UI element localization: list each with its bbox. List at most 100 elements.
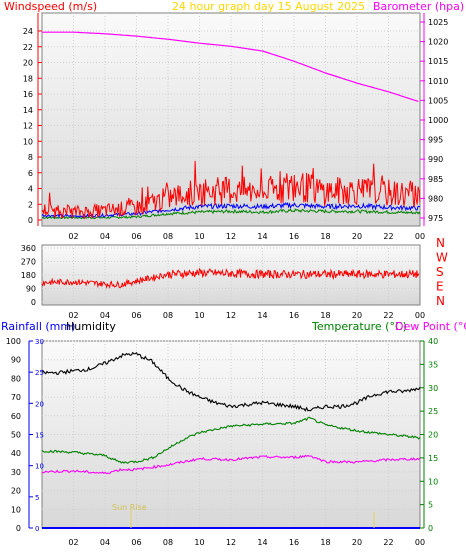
direction-tick-label: 90 bbox=[26, 285, 36, 294]
x-tick-label: 18 bbox=[320, 311, 330, 320]
windspeed-tick-label: 24 bbox=[23, 27, 33, 36]
direction-tick-label: 360 bbox=[21, 244, 36, 253]
x-tick-label: 08 bbox=[163, 538, 173, 547]
x-tick-label: 10 bbox=[194, 232, 204, 241]
x-tick-label: 20 bbox=[352, 311, 362, 320]
x-tick-label: 00 bbox=[415, 538, 425, 547]
x-tick-label: 06 bbox=[131, 311, 141, 320]
barometer-axis-label: Barometer (hpa) bbox=[373, 0, 464, 13]
direction-tick-label: 270 bbox=[21, 258, 36, 267]
x-tick-label: 12 bbox=[226, 538, 236, 547]
wind-series-line bbox=[41, 208, 421, 220]
compass-label: N bbox=[436, 236, 445, 250]
wind-series bbox=[41, 31, 421, 220]
direction-tick-label: 180 bbox=[21, 271, 36, 280]
humidity-tick-label: 60 bbox=[11, 412, 21, 421]
barometer-tick-label: 1005 bbox=[428, 96, 448, 105]
barometer-tick-label: 1010 bbox=[428, 77, 448, 86]
chart-title: 24 hour graph day 15 August 2025 bbox=[172, 0, 365, 13]
x-tick-label: 04 bbox=[100, 232, 110, 241]
x-tick-label: 02 bbox=[68, 232, 78, 241]
x-tick-label: 20 bbox=[352, 232, 362, 241]
x-tick-label: 20 bbox=[352, 538, 362, 547]
wind-series-line bbox=[41, 201, 421, 219]
barometer-right-ticks: 975 980 985 990 995 1000 1005 1010 1015 1020 1025 bbox=[420, 13, 448, 226]
rainfall-tick-label: 10 bbox=[35, 463, 44, 471]
barometer-tick-label: 980 bbox=[428, 194, 443, 203]
barometer-tick-label: 1020 bbox=[428, 38, 448, 47]
temperature-tick-label: 30 bbox=[428, 384, 438, 393]
temperature-series bbox=[41, 351, 421, 529]
wind-series-line bbox=[41, 160, 421, 220]
windspeed-tick-label: 16 bbox=[23, 90, 33, 99]
rainfall-tick-label: 25 bbox=[35, 369, 44, 377]
temperature-tick-label: 15 bbox=[428, 454, 438, 463]
barometer-tick-label: 995 bbox=[428, 136, 443, 145]
x-tick-label: 16 bbox=[289, 538, 299, 547]
windspeed-tick-label: 22 bbox=[23, 43, 33, 52]
humidity-tick-label: 10 bbox=[11, 505, 21, 514]
x-tick-label: 14 bbox=[257, 232, 267, 241]
dewpoint-line bbox=[41, 454, 421, 475]
x-tick-label: 10 bbox=[194, 538, 204, 547]
x-tick-label: 16 bbox=[289, 232, 299, 241]
x-tick-label: 18 bbox=[320, 538, 330, 547]
windspeed-tick-label: 10 bbox=[23, 137, 33, 146]
barometer-tick-label: 990 bbox=[428, 155, 443, 164]
x-tick-label: 10 bbox=[194, 311, 204, 320]
temperature-ticks: 0 5 10 15 20 25 30 35 40 bbox=[420, 337, 438, 533]
humidity-tick-label: 40 bbox=[11, 449, 21, 458]
windspeed-tick-label: 20 bbox=[23, 59, 33, 68]
x-tick-label: 16 bbox=[289, 311, 299, 320]
temperature-tick-label: 40 bbox=[428, 337, 438, 346]
compass-label: S bbox=[436, 265, 444, 279]
x-tick-label: 06 bbox=[131, 232, 141, 241]
direction-tick-label: 0 bbox=[31, 298, 36, 307]
dewpoint-label: Dew Point (°C) bbox=[395, 320, 466, 333]
x-tick-label: 22 bbox=[383, 232, 393, 241]
barometer-line bbox=[42, 31, 419, 103]
x-tick-label: 02 bbox=[68, 311, 78, 320]
x-tick-label: 12 bbox=[226, 232, 236, 241]
windspeed-axis-label: Windspeed (m/s) bbox=[4, 0, 97, 13]
x-tick-label: 12 bbox=[226, 311, 236, 320]
rainfall-tick-label: 5 bbox=[35, 494, 39, 502]
barometer-tick-label: 1025 bbox=[428, 18, 448, 27]
humidity-tick-label: 100 bbox=[6, 337, 21, 346]
windspeed-tick-label: 14 bbox=[23, 106, 33, 115]
x-tick-label: 14 bbox=[257, 311, 267, 320]
x-tick-label: 08 bbox=[163, 311, 173, 320]
temperature-tick-label: 20 bbox=[428, 431, 438, 440]
humidity-ticks: 0 10 20 30 40 50 60 70 80 90 100 bbox=[6, 337, 21, 533]
direction-x-ticks: 02 04 06 08 10 12 14 16 18 20 22 00 bbox=[68, 311, 425, 320]
x-tick-label: 00 bbox=[415, 311, 425, 320]
humidity-tick-label: 80 bbox=[11, 374, 21, 383]
windspeed-tick-label: 8 bbox=[28, 153, 33, 162]
x-tick-label: 22 bbox=[383, 538, 393, 547]
rainfall-tick-label: 15 bbox=[35, 432, 44, 440]
x-tick-label: 14 bbox=[257, 538, 267, 547]
temperature-tick-label: 5 bbox=[428, 501, 433, 510]
humidity-tick-label: 50 bbox=[11, 431, 21, 440]
humidity-tick-label: 70 bbox=[11, 393, 21, 402]
humidity-tick-label: 30 bbox=[11, 468, 21, 477]
windspeed-tick-label: 4 bbox=[28, 185, 33, 194]
windspeed-tick-label: 0 bbox=[28, 216, 33, 225]
direction-grid bbox=[42, 245, 420, 305]
rainfall-tick-label: 20 bbox=[35, 400, 44, 408]
barometer-tick-label: 985 bbox=[428, 175, 443, 184]
temperature-tick-label: 25 bbox=[428, 407, 438, 416]
x-tick-label: 06 bbox=[131, 538, 141, 547]
x-tick-label: 04 bbox=[100, 538, 110, 547]
x-tick-label: 08 bbox=[163, 232, 173, 241]
barometer-tick-label: 1015 bbox=[428, 57, 448, 66]
x-tick-label: 04 bbox=[100, 311, 110, 320]
x-tick-label: 02 bbox=[68, 538, 78, 547]
humidity-tick-label: 20 bbox=[11, 487, 21, 496]
x-tick-label: 22 bbox=[383, 311, 393, 320]
direction-series bbox=[41, 267, 420, 289]
direction-ticks: 0 90 180 270 360 bbox=[21, 244, 36, 307]
